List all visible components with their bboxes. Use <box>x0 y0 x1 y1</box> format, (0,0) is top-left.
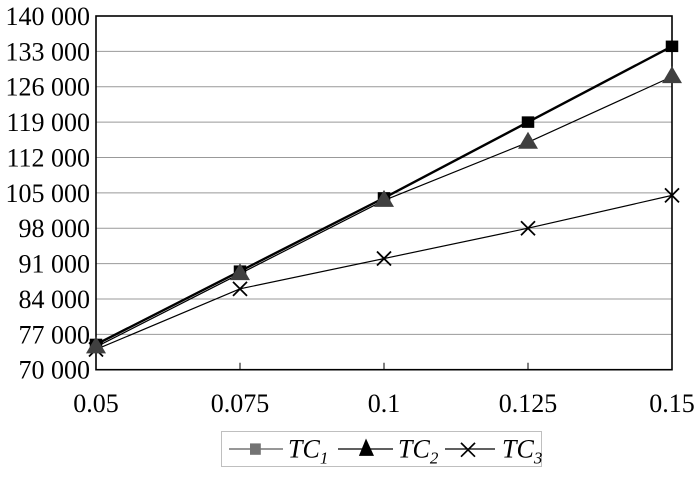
svg-text:112 000: 112 000 <box>6 143 90 172</box>
svg-text:105 000: 105 000 <box>6 179 91 208</box>
svg-text:0.1: 0.1 <box>368 389 401 418</box>
svg-text:0.125: 0.125 <box>499 389 558 418</box>
svg-text:133 000: 133 000 <box>6 37 91 66</box>
svg-text:84 000: 84 000 <box>19 285 91 314</box>
svg-text:98 000: 98 000 <box>19 214 91 243</box>
svg-text:126 000: 126 000 <box>6 73 91 102</box>
svg-text:119 000: 119 000 <box>6 108 90 137</box>
svg-text:TC2: TC2 <box>398 435 439 468</box>
svg-text:140 000: 140 000 <box>6 2 91 31</box>
svg-text:TC3: TC3 <box>502 435 542 468</box>
svg-text:0.075: 0.075 <box>211 389 270 418</box>
svg-text:77 000: 77 000 <box>19 320 91 349</box>
svg-text:91 000: 91 000 <box>19 250 91 279</box>
svg-text:TC1: TC1 <box>288 435 328 468</box>
svg-text:0.05: 0.05 <box>73 389 119 418</box>
svg-text:0.15: 0.15 <box>649 389 695 418</box>
svg-text:70 000: 70 000 <box>19 356 91 385</box>
